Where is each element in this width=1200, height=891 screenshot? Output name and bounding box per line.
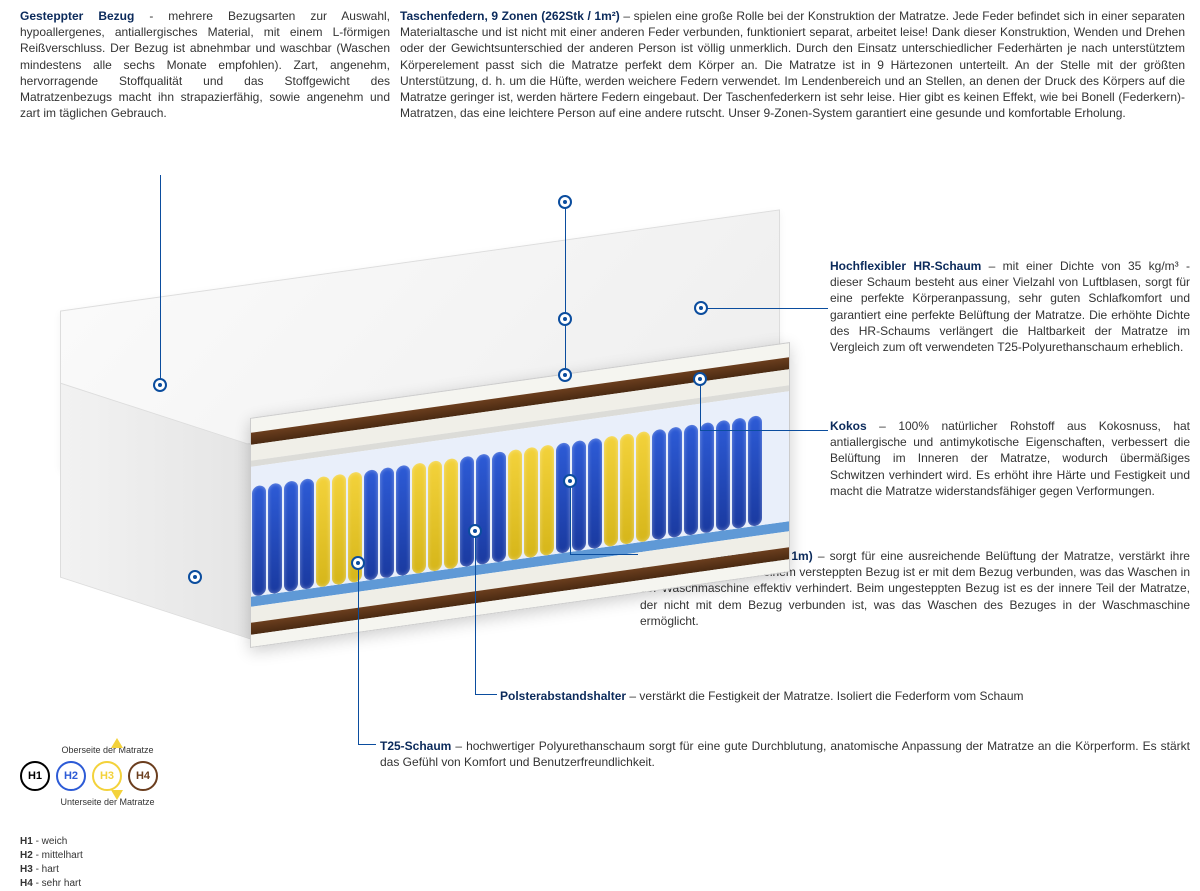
section-kokos: Kokos – 100% natürlicher Rohstoff aus Ko… — [830, 418, 1190, 499]
pocket-spring — [524, 446, 538, 558]
pocket-spring — [540, 444, 554, 556]
hardness-circle-h2: H2 — [56, 761, 86, 791]
legend-arrows-icon — [109, 738, 125, 800]
text-polster: – verstärkt die Festigkeit der Matratze.… — [626, 689, 1023, 703]
marker-federn-top — [558, 195, 572, 209]
pocket-spring — [316, 476, 330, 588]
hardness-legend: Oberseite der Matratze H1H2H3H4 Untersei… — [20, 745, 195, 891]
hardness-item-h4: H4 - sehr hart — [20, 877, 195, 891]
hardness-item-h3: H3 - hart — [20, 863, 195, 877]
leader-polster — [475, 530, 476, 695]
section-federn: Taschenfedern, 9 Zonen (262Stk / 1m²) – … — [400, 8, 1185, 121]
legend-list: H1 - weichH2 - mittelhartH3 - hartH4 - s… — [20, 835, 195, 891]
text-federn: – spielen eine große Rolle bei der Konst… — [400, 9, 1185, 120]
marker-side — [188, 570, 202, 584]
hardness-circle-h1: H1 — [20, 761, 50, 791]
pocket-spring — [716, 419, 730, 531]
title-polster: Polsterabstandshalter — [500, 689, 626, 703]
marker-federn — [558, 368, 572, 382]
leader-klima — [570, 554, 638, 555]
title-t25: T25-Schaum — [380, 739, 451, 753]
pocket-spring — [604, 435, 618, 547]
marker-hr — [694, 301, 708, 315]
pocket-spring — [380, 467, 394, 579]
legend-bottom-label: Unterseite der Matratze — [20, 797, 195, 807]
pocket-spring — [700, 422, 714, 534]
pocket-spring — [428, 460, 442, 572]
section-t25: T25-Schaum – hochwertiger Polyurethansch… — [380, 738, 1190, 770]
text-kokos: – 100% natürlicher Rohstoff aus Kokosnus… — [830, 419, 1190, 498]
pocket-spring — [364, 469, 378, 581]
title-hr: Hochflexibler HR-Schaum — [830, 259, 981, 273]
section-polster: Polsterabstandshalter – verstärkt die Fe… — [500, 688, 1190, 704]
pocket-spring — [332, 473, 346, 585]
text-t25: – hochwertiger Polyurethanschaum sorgt f… — [380, 739, 1190, 769]
pocket-spring — [588, 437, 602, 549]
pocket-spring — [508, 449, 522, 561]
section-bezug: Gesteppter Bezug - mehrere Bezugsarten z… — [20, 8, 390, 121]
marker-klima — [563, 474, 577, 488]
leader-kokos — [700, 430, 828, 431]
pocket-spring — [412, 462, 426, 574]
leader-polster-h — [475, 694, 497, 695]
pocket-spring — [732, 417, 746, 529]
marker-kokos — [693, 372, 707, 386]
pocket-spring — [268, 482, 282, 594]
marker-federn-mid — [558, 312, 572, 326]
pocket-spring — [460, 455, 474, 567]
pocket-spring — [668, 426, 682, 538]
pocket-spring — [252, 485, 266, 597]
pocket-spring — [572, 440, 586, 552]
pocket-spring — [396, 464, 410, 576]
leader-klima-v — [570, 480, 571, 555]
pocket-spring — [652, 428, 666, 540]
leader-bezug — [160, 175, 161, 380]
pocket-spring — [556, 442, 570, 554]
hardness-item-h1: H1 - weich — [20, 835, 195, 849]
text-bezug: - mehrere Bezugsarten zur Auswahl, hypoa… — [20, 9, 390, 120]
pocket-spring — [636, 431, 650, 543]
legend-top-label: Oberseite der Matratze — [20, 745, 195, 755]
pocket-spring — [684, 424, 698, 536]
hardness-circle-h4: H4 — [128, 761, 158, 791]
title-federn: Taschenfedern, 9 Zonen (262Stk / 1m²) — [400, 9, 620, 23]
pocket-spring — [300, 478, 314, 590]
pocket-spring — [476, 453, 490, 565]
leader-federn — [565, 195, 566, 375]
leader-t25 — [358, 562, 359, 745]
pocket-spring — [748, 415, 762, 527]
hardness-item-h2: H2 - mittelhart — [20, 849, 195, 863]
mattress-illustration — [60, 260, 780, 640]
pocket-spring — [620, 433, 634, 545]
pocket-spring — [492, 451, 506, 563]
pocket-spring — [444, 458, 458, 570]
leader-t25-h — [358, 744, 376, 745]
pocket-spring — [284, 480, 298, 592]
title-bezug: Gesteppter Bezug — [20, 9, 134, 23]
title-kokos: Kokos — [830, 419, 867, 433]
text-hr: – mit einer Dichte von 35 kg/m³ - dieser… — [830, 259, 1190, 354]
marker-polster — [468, 524, 482, 538]
leader-hr — [700, 308, 828, 309]
section-hr: Hochflexibler HR-Schaum – mit einer Dich… — [830, 258, 1190, 355]
marker-t25 — [351, 556, 365, 570]
legend-circles-row: H1H2H3H4 — [20, 761, 195, 791]
marker-bezug — [153, 378, 167, 392]
